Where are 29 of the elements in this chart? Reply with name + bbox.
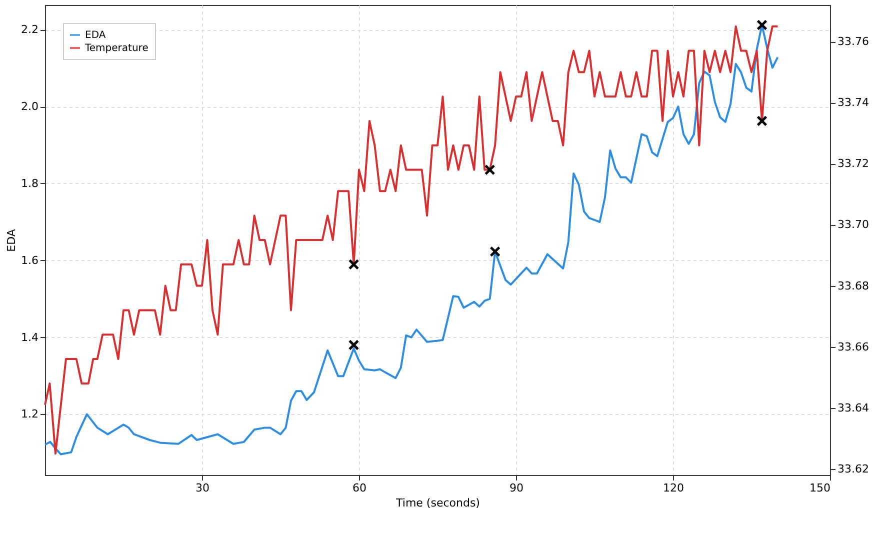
point — [756, 116, 768, 126]
y2-tick-label: 33.72 — [838, 157, 869, 170]
legend-label: Temperature — [84, 43, 148, 54]
y-tick-label: 1.2 — [21, 408, 38, 421]
x-tick-label: 30 — [196, 482, 210, 494]
y2-tick-label: 33.62 — [838, 462, 869, 476]
y-tick-label: 1.4 — [21, 330, 38, 344]
x-tick-label: 60 — [352, 482, 366, 494]
legend-label: EDA — [85, 30, 106, 41]
y2-tick-label: 33.74 — [838, 96, 869, 110]
y-tick-label: 1.6 — [21, 254, 38, 267]
y2-tick-label: 33.66 — [838, 340, 869, 354]
y2-tick-label: 33.76 — [838, 35, 869, 48]
y-tick-label: 2.2 — [21, 23, 38, 36]
y-tick-label: 1.8 — [21, 176, 38, 190]
point — [348, 258, 360, 270]
y2-tick-label: 33.70 — [838, 218, 869, 232]
x-axis-title: Time (seconds) — [395, 496, 480, 510]
y-tick-label: 2.0 — [21, 100, 38, 114]
x-tick-label: 150 — [810, 482, 830, 494]
point — [484, 164, 496, 176]
point — [348, 340, 360, 350]
y2-tick-label: 33.64 — [838, 401, 869, 414]
y-axis-title: EDA — [5, 228, 18, 252]
point — [756, 20, 768, 30]
point — [490, 246, 500, 257]
x-tick-label: 120 — [663, 482, 684, 494]
y2-tick-label: 33.68 — [838, 279, 869, 292]
x-tick-label: 90 — [510, 482, 524, 494]
